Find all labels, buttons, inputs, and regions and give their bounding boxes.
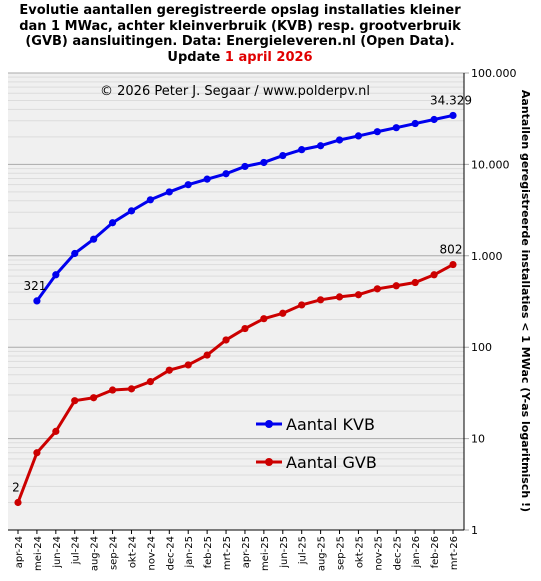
data-point xyxy=(430,115,438,124)
x-tick-label: dec-25 xyxy=(392,536,403,570)
data-point xyxy=(146,196,154,204)
data-point xyxy=(127,385,136,393)
y-axis-title: Aantallen geregistreerde installaties < … xyxy=(519,90,532,512)
update-prefix: Update xyxy=(167,49,225,65)
data-point xyxy=(279,309,287,317)
data-label-first: 2 xyxy=(12,480,20,494)
data-point xyxy=(373,128,381,136)
data-point xyxy=(260,315,268,323)
data-point xyxy=(33,297,41,305)
data-point xyxy=(260,158,268,167)
x-tick-label: apr-25 xyxy=(241,536,252,568)
title-line-4: Update 1 april 2026 xyxy=(0,50,480,66)
data-point xyxy=(165,188,173,196)
data-point xyxy=(241,162,249,171)
x-tick-label: apr-24 xyxy=(14,536,25,568)
data-point xyxy=(298,146,306,154)
x-tick-label: aug-24 xyxy=(90,536,101,571)
y-tick-label: 1 xyxy=(471,524,478,537)
data-point xyxy=(108,219,117,227)
data-point xyxy=(146,378,154,386)
data-label-first: 321 xyxy=(23,279,46,293)
title-line-3: (GVB) aansluitingen. Data: Energielevere… xyxy=(25,34,455,49)
data-point xyxy=(71,249,79,258)
copyright-note: © 2026 Peter J. Segaar / www.polderpv.nl xyxy=(100,84,370,99)
legend-label: Aantal KVB xyxy=(286,415,375,434)
data-point xyxy=(165,366,173,374)
x-tick-label: feb-26 xyxy=(430,536,441,568)
data-point xyxy=(430,271,438,279)
data-point xyxy=(127,207,136,215)
data-point xyxy=(222,336,230,344)
x-tick-label: jul-25 xyxy=(298,536,309,565)
x-tick-label: nov-25 xyxy=(373,536,384,570)
x-tick-label: sep-25 xyxy=(336,536,347,570)
x-tick-label: jan-25 xyxy=(184,536,195,569)
x-tick-label: jul-24 xyxy=(71,536,82,565)
data-point xyxy=(298,301,306,309)
legend-label: Aantal GVB xyxy=(286,453,377,472)
y-tick-label: 1.000 xyxy=(471,250,503,263)
x-tick-label: mrt-25 xyxy=(222,536,233,570)
data-point xyxy=(203,351,211,359)
data-point xyxy=(14,498,22,507)
x-tick-label: mei-24 xyxy=(33,536,44,571)
x-tick-label: mei-25 xyxy=(260,536,271,571)
y-tick-label: 100.000 xyxy=(471,67,517,80)
title-line-1: Evolutie aantallen geregistreerde opslag… xyxy=(19,3,461,18)
plot-area xyxy=(8,73,464,530)
data-point xyxy=(392,282,400,290)
data-point xyxy=(279,151,287,160)
data-point xyxy=(392,124,400,132)
data-label-last: 34.329 xyxy=(430,93,472,107)
data-point xyxy=(335,293,344,301)
y-tick-label: 10 xyxy=(471,433,485,446)
data-point xyxy=(52,427,60,435)
x-tick-label: okt-25 xyxy=(354,536,365,568)
data-point xyxy=(241,324,249,333)
chart-title: Evolutie aantallen geregistreerde opslag… xyxy=(0,3,480,65)
y-tick-label: 10.000 xyxy=(471,158,510,171)
x-tick-label: sep-24 xyxy=(109,536,120,570)
data-point xyxy=(184,361,192,369)
data-point xyxy=(317,296,325,304)
data-point xyxy=(354,132,363,140)
data-point xyxy=(354,291,363,299)
title-line-2: dan 1 MWac, achter kleinverbruik (KVB) r… xyxy=(19,18,461,34)
x-tick-label: dec-24 xyxy=(165,536,176,570)
x-tick-label: jan-26 xyxy=(411,536,422,569)
x-tick-label: nov-24 xyxy=(146,536,157,570)
x-tick-label: feb-25 xyxy=(203,536,214,568)
data-point xyxy=(449,111,457,120)
legend-marker xyxy=(265,420,273,428)
update-date: 1 april 2026 xyxy=(224,49,313,65)
data-point xyxy=(203,175,211,183)
x-tick-label: okt-24 xyxy=(127,536,138,568)
data-point xyxy=(90,394,98,402)
data-point xyxy=(411,278,419,287)
data-point xyxy=(108,386,117,394)
x-tick-label: jun-25 xyxy=(279,536,290,569)
data-point xyxy=(373,285,381,293)
data-point xyxy=(449,260,457,269)
data-label-last: 802 xyxy=(440,243,463,257)
data-point xyxy=(317,142,325,150)
x-tick-label: mrt-26 xyxy=(449,536,460,570)
x-tick-label: aug-25 xyxy=(317,536,328,571)
data-point xyxy=(335,136,344,144)
data-point xyxy=(184,181,192,189)
data-point xyxy=(71,397,79,405)
data-point xyxy=(33,449,41,457)
data-point xyxy=(52,271,60,279)
data-point xyxy=(222,170,230,178)
legend-marker xyxy=(265,458,273,466)
y-tick-label: 100 xyxy=(471,341,492,354)
data-point xyxy=(90,235,98,243)
x-tick-label: jun-24 xyxy=(52,536,63,569)
data-point xyxy=(411,119,419,128)
